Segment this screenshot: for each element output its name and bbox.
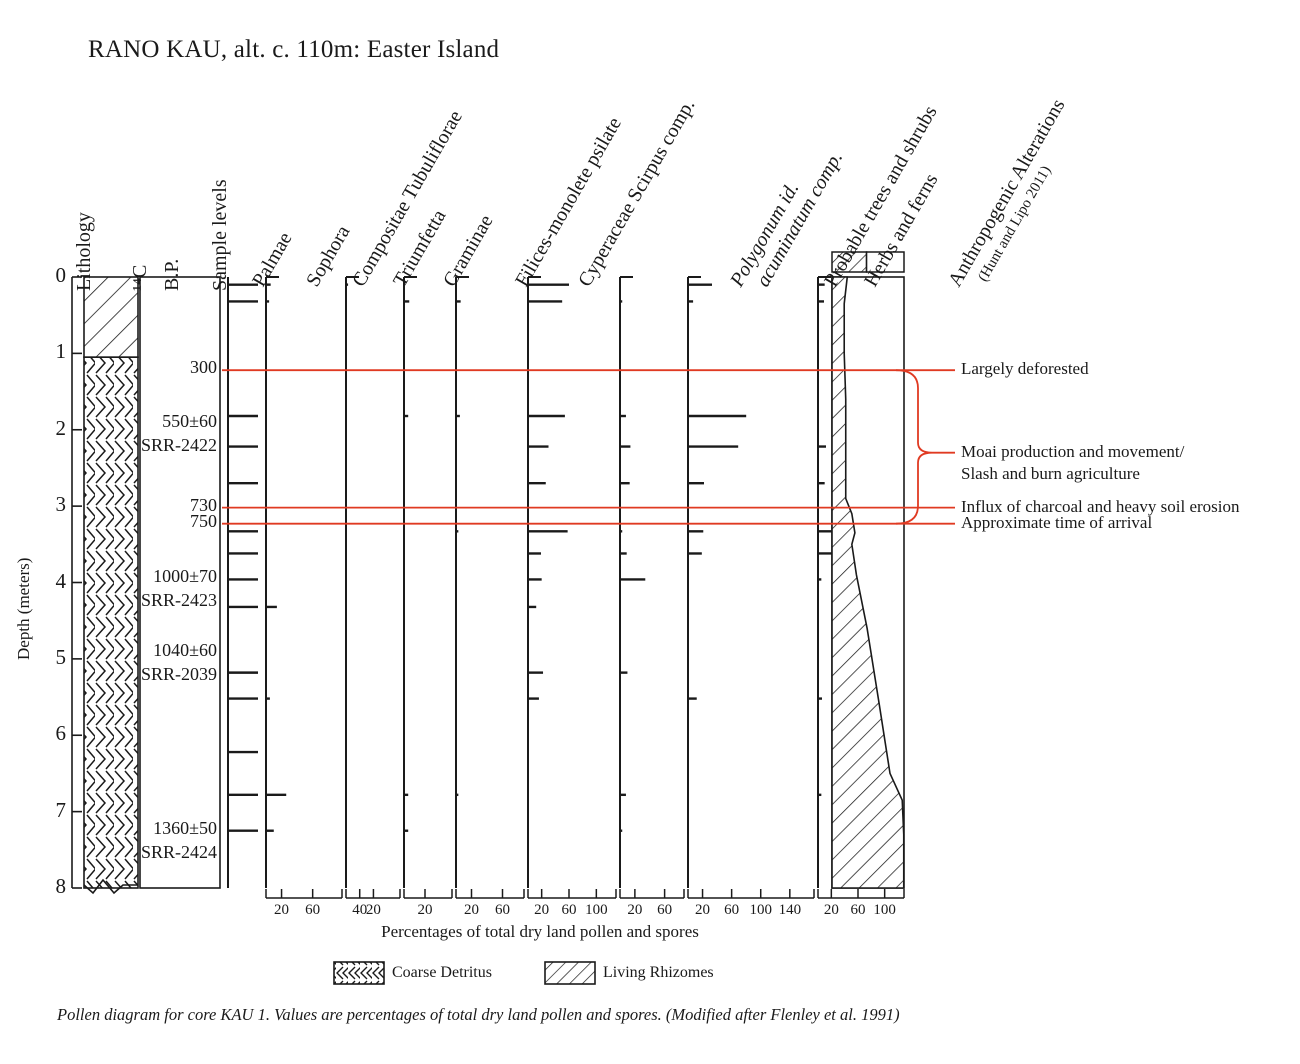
depth-tick-label: 7 [55, 797, 67, 822]
c14-column-box [139, 276, 221, 889]
x-axis-label: Percentages of total dry land pollen and… [381, 922, 699, 941]
x-tick-label: 20 [823, 902, 839, 918]
depth-tick-label: 2 [55, 415, 67, 440]
x-tick-label: 60 [495, 902, 510, 918]
c14-lab-code: SRR-2422 [140, 435, 217, 456]
c14-date-label: 730 [190, 494, 217, 515]
x-tick-label: 20 [695, 902, 711, 918]
c14-date-label: 300 [190, 357, 217, 378]
x-tick-label: 60 [305, 902, 321, 918]
x-tick-label: 100 [749, 902, 772, 918]
annotation-label: Influx of charcoal and heavy soil erosio… [961, 496, 1240, 516]
annotation-label: Moai production and movement/ [961, 441, 1185, 461]
x-tick-label: 60 [657, 902, 673, 918]
legend-label-living-rhizomes: Living Rhizomes [603, 964, 714, 981]
x-tick-label: 140 [778, 902, 802, 918]
depth-tick-label: 6 [55, 721, 67, 746]
c14-date-label: 750 [190, 510, 217, 531]
x-tick-label: 100 [585, 902, 608, 918]
x-tick-label: 60 [561, 902, 577, 918]
column-header: ¹⁴C [129, 264, 151, 291]
page-title: RANO KAU, alt. c. 110m: Easter Island [88, 36, 500, 63]
depth-tick-label: 5 [55, 644, 67, 669]
x-tick-label: 40 [352, 902, 368, 918]
c14-lab-code: SRR-2423 [140, 590, 217, 611]
x-tick-label: 60 [724, 902, 740, 918]
trees-shrubs-area [831, 276, 905, 889]
depth-tick-label: 1 [55, 339, 67, 364]
legend-swatch-coarse-detritus [333, 961, 385, 985]
depth-tick-label: 0 [55, 263, 67, 287]
annotation-bracket [895, 369, 933, 525]
c14-date-label: 550±60 [162, 411, 217, 432]
column-header: B.P. [161, 258, 183, 291]
c14-lab-code: SRR-2039 [140, 663, 217, 684]
c14-date-label: 1000±70 [153, 566, 217, 587]
c14-lab-code: SRR-2424 [140, 841, 217, 862]
column-header: Sample levels [209, 179, 231, 291]
x-tick-label: 20 [365, 902, 381, 918]
c14-date-label: 1360±50 [153, 817, 217, 838]
lithology-unit-diagonal [83, 276, 139, 358]
depth-tick-label: 3 [55, 492, 67, 517]
lithology-base-break [83, 878, 138, 895]
x-tick-label: 20 [464, 902, 479, 918]
x-tick-label: 20 [274, 902, 290, 918]
summary-key-herbs [865, 251, 905, 273]
lithology-unit-chevron [83, 356, 139, 889]
legend-swatch-living-rhizomes [544, 961, 596, 985]
annotation-label: Slash and burn agriculture [961, 463, 1140, 483]
depth-tick-label: 8 [55, 874, 67, 898]
annotation-label: Largely deforested [961, 359, 1089, 379]
x-tick-label: 20 [627, 902, 643, 918]
legend-label-coarse-detritus: Coarse Detritus [392, 964, 492, 981]
column-header: Lithology [73, 212, 95, 291]
x-tick-label: 20 [417, 902, 433, 918]
x-tick-label: 20 [534, 902, 550, 918]
depth-tick-label: 4 [55, 568, 67, 593]
figure-caption: Pollen diagram for core KAU 1. Values ar… [57, 1005, 900, 1024]
x-tick-label: 60 [850, 902, 866, 918]
annotation-label: Approximate time of arrival [961, 512, 1153, 532]
x-tick-label: 100 [873, 902, 896, 918]
c14-date-label: 1040±60 [153, 639, 217, 660]
